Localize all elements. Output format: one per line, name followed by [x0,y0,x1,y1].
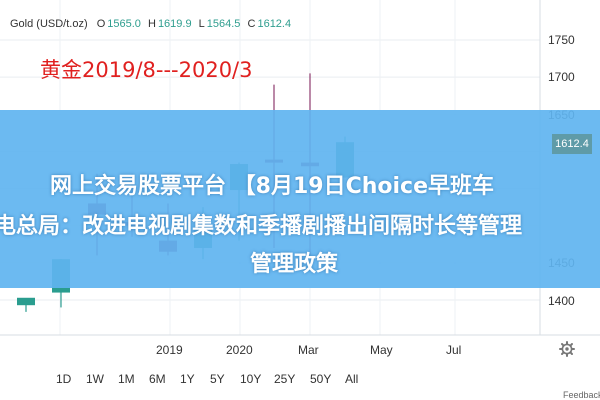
current-price-tag: 1612.4 [552,134,592,154]
x-tick-label: 2020 [226,343,253,357]
period-1y-button[interactable]: 1Y [180,372,195,386]
feedback-link[interactable]: Feedback [563,390,600,400]
period-all-button[interactable]: All [345,372,359,386]
period-1m-button[interactable]: 1M [118,372,135,386]
low-value: 1564.5 [206,18,241,30]
y-tick-label: 1400 [548,294,575,308]
close-value: 1612.4 [257,18,292,30]
period-25y-button[interactable]: 25Y [274,372,296,386]
symbol-name: Gold (USD/t.oz) [10,18,88,30]
close-label: C [247,18,256,30]
period-6m-button[interactable]: 6M [149,372,166,386]
news-overlay-banner[interactable]: 网上交易股票平台 【8月19日Choice早班车 电总局：改进电视剧集数和季播剧… [0,110,600,288]
high-value: 1619.9 [157,18,192,30]
overlay-headline-line2: 电总局：改进电视剧集数和季播剧播出间隔时长等管理 [0,214,523,239]
x-tick-label: May [370,343,393,357]
overlay-headline-line1: 网上交易股票平台 【8月19日Choice早班车 [50,174,495,199]
y-tick-label: 1750 [548,33,575,47]
ohlc-readout: Gold (USD/t.oz) O 1565.0 H 1619.9 L 1564.5 … [10,18,295,30]
x-tick-label: Jul [446,343,462,357]
y-tick-label: 1700 [548,70,575,84]
open-value: 1565.0 [107,18,141,30]
period-10y-button[interactable]: 10Y [240,372,262,386]
x-tick-label: 2019 [156,343,183,357]
overlay-headline-line3: 管理政策 [250,252,339,277]
low-label: L [198,18,205,30]
period-50y-button[interactable]: 50Y [310,372,332,386]
candle-body [17,297,35,306]
open-label: O [96,18,106,30]
chart-annotation: 黄金2019/8---2020/3 [40,58,253,82]
period-5y-button[interactable]: 5Y [210,372,225,386]
high-label: H [147,18,156,30]
gear-icon[interactable] [559,341,575,357]
period-1w-button[interactable]: 1W [86,372,104,386]
period-1d-button[interactable]: 1D [56,372,72,386]
period-selector: 1D 1W 1M 6M 1Y 5Y 10Y 25Y 50Y All [0,372,600,386]
x-tick-label: Mar [298,343,319,357]
